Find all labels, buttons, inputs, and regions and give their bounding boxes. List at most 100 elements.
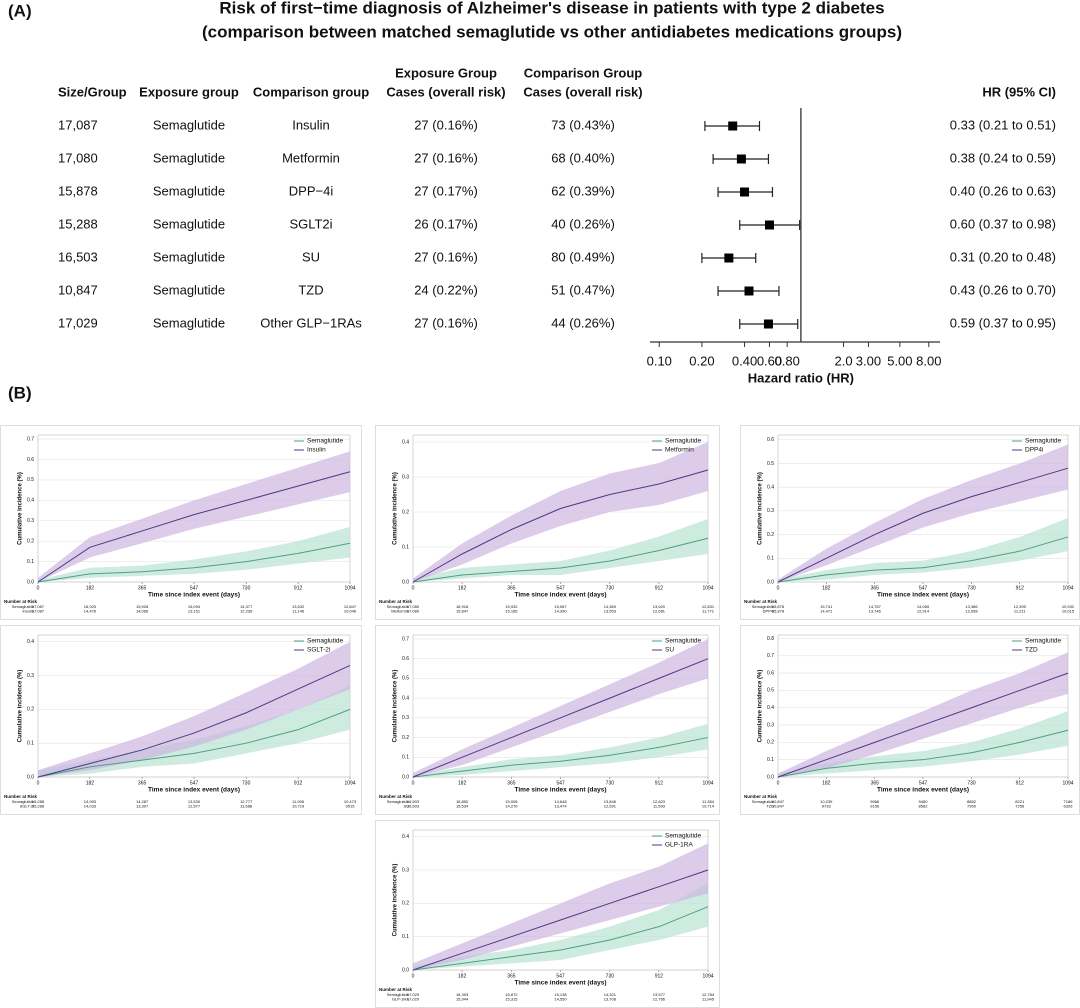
x-tick-label: 0 xyxy=(37,585,40,591)
risk-value: 11,593 xyxy=(653,804,666,809)
risk-value: 13,307 xyxy=(136,804,149,809)
table-cell: 68 (0.40%) xyxy=(551,150,615,165)
incidence-line xyxy=(412,658,709,778)
x-tick-label: 365 xyxy=(507,585,516,591)
table-cell: 17,029 xyxy=(58,315,98,330)
risk-row-label: GLP-1RA xyxy=(392,997,409,1002)
table-cell: 44 (0.26%) xyxy=(551,315,615,330)
ci-band xyxy=(413,723,708,777)
y-tick-label: 0.4 xyxy=(402,695,409,701)
risk-value: 11,688 xyxy=(240,804,253,809)
risk-value: 13,474 xyxy=(554,804,567,809)
table-cell: Insulin xyxy=(292,117,330,132)
legend-label: Insulin xyxy=(307,447,326,454)
risk-value: 14,550 xyxy=(554,997,567,1002)
risk-value: 12,577 xyxy=(188,804,201,809)
risk-value: 15,847 xyxy=(456,609,469,614)
risk-value: 13,846 xyxy=(604,799,617,804)
table-cell: Semaglutide xyxy=(153,249,225,264)
incidence-line xyxy=(37,708,351,778)
incidence-line xyxy=(777,729,1069,778)
risk-value: 11,146 xyxy=(292,609,305,614)
y-tick-label: 0.4 xyxy=(402,439,409,445)
table-cell: 27 (0.16%) xyxy=(414,117,478,132)
y-tick-label: 0.8 xyxy=(767,636,774,642)
x-tick-label: 547 xyxy=(919,780,928,786)
y-tick-label: 0.1 xyxy=(27,741,34,747)
risk-value: 10,239 xyxy=(820,799,833,804)
risk-value: 14,787 xyxy=(869,604,882,609)
risk-value: 15,741 xyxy=(820,604,833,609)
table-cell: 0.59 (0.37 to 0.95) xyxy=(950,315,1056,330)
risk-value: 12,766 xyxy=(653,997,666,1002)
x-axis-label: Time since index event (days) xyxy=(877,787,969,794)
ci-band xyxy=(413,843,708,970)
x-tick-label: 182 xyxy=(458,585,467,591)
x-tick-label: 182 xyxy=(822,780,831,786)
table-cell: 16,503 xyxy=(58,249,98,264)
incidence-line xyxy=(412,906,709,971)
legend-label: TZD xyxy=(1025,647,1038,654)
table-cell: DPP−4i xyxy=(289,183,334,198)
table-cell: Semaglutide xyxy=(153,216,225,231)
table-cell: Semaglutide xyxy=(153,183,225,198)
plot-frame xyxy=(777,634,1069,778)
legend-label: SU xyxy=(665,647,674,654)
table-cell: TZD xyxy=(298,282,323,297)
y-tick-label: 0.0 xyxy=(27,579,34,585)
y-tick-label: 0.0 xyxy=(767,579,774,585)
y-tick-label: 0.4 xyxy=(27,498,34,504)
y-tick-label: 0.7 xyxy=(402,636,409,642)
x-tick-label: 0 xyxy=(412,780,415,786)
x-tick-label: 1094 xyxy=(702,585,713,591)
column-header: Cases (overall risk) xyxy=(386,84,505,99)
risk-value: 17,080 xyxy=(407,604,420,609)
ci-band xyxy=(778,652,1068,777)
y-tick-label: 0.2 xyxy=(27,538,34,544)
table-cell: 40 (0.26%) xyxy=(551,216,615,231)
y-axis-label: Cumulative incidence (%) xyxy=(758,670,764,743)
risk-value: 14,648 xyxy=(554,799,567,804)
risk-value: 12,914 xyxy=(917,609,930,614)
risk-row-label: TZD xyxy=(766,804,774,809)
legend-label: Semaglutide xyxy=(1025,438,1062,445)
x-axis-label: Time since index event (days) xyxy=(148,787,240,794)
y-tick-label: 0.3 xyxy=(27,673,34,679)
risk-value: 14,369 xyxy=(604,604,617,609)
legend-label: Metformin xyxy=(665,447,694,454)
risk-value: 7950 xyxy=(967,804,977,809)
risk-value: 15,850 xyxy=(456,799,469,804)
y-tick-label: 0.0 xyxy=(402,579,409,585)
y-tick-label: 0.5 xyxy=(767,461,774,467)
risk-value: 15,928 xyxy=(136,604,149,609)
column-header: HR (95% CI) xyxy=(982,84,1056,99)
y-tick-label: 0.1 xyxy=(27,559,34,565)
y-tick-label: 0.6 xyxy=(27,457,34,463)
risk-value: 14,476 xyxy=(84,609,97,614)
x-tick-label: 182 xyxy=(86,780,95,786)
legend-label: Semaglutide xyxy=(1025,638,1062,645)
risk-title: Number at Risk xyxy=(379,794,413,799)
ci-band xyxy=(413,638,708,777)
risk-value: 12,236 xyxy=(240,609,253,614)
table-cell: 51 (0.47%) xyxy=(551,282,615,297)
risk-row-label: Semaglutide xyxy=(12,604,35,609)
risk-value: 15,932 xyxy=(505,604,518,609)
x-tick-label: 365 xyxy=(138,780,147,786)
y-tick-label: 0.4 xyxy=(402,834,409,840)
y-axis-label: Cumulative incidence (%) xyxy=(758,472,764,545)
x-tick-label: 1094 xyxy=(702,973,713,979)
x-tick-label: 1094 xyxy=(344,780,355,786)
risk-value: 12,823 xyxy=(653,799,666,804)
risk-value: 8882 xyxy=(967,799,977,804)
y-tick-label: 0.7 xyxy=(27,436,34,442)
legend-label: SGLT-2i xyxy=(307,647,330,654)
y-tick-label: 0.5 xyxy=(767,688,774,694)
incidence-line xyxy=(37,542,351,583)
risk-value: 15,315 xyxy=(505,997,518,1002)
y-tick-label: 0.6 xyxy=(767,670,774,676)
x-tick-label: 365 xyxy=(871,780,880,786)
legend-label: Semaglutide xyxy=(665,833,702,840)
y-tick-label: 0.3 xyxy=(402,867,409,873)
risk-value: 15,087 xyxy=(554,604,567,609)
